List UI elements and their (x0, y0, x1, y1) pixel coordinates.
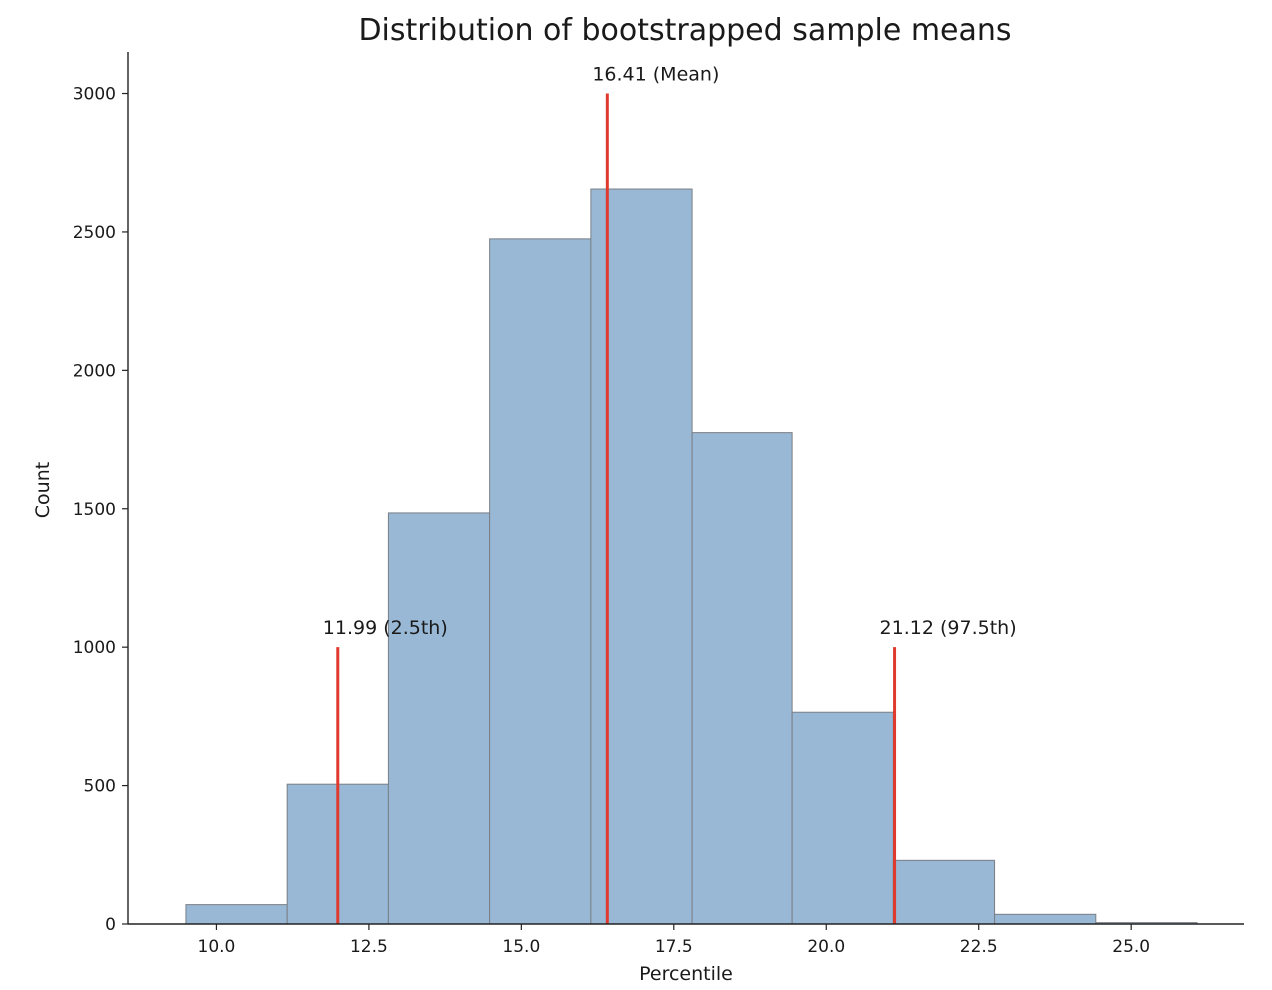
y-tick-label-6: 3000 (73, 85, 116, 105)
histogram-bar-5 (691, 432, 793, 925)
y-tick-label-5: 2500 (73, 223, 116, 243)
x-tick-label-2: 15.0 (502, 937, 540, 957)
x-tick-label-6: 25.0 (1112, 937, 1150, 957)
mean-label: 16.41 (Mean) (592, 64, 719, 86)
percentile-97-5-label: 21.12 (97.5th) (880, 617, 1017, 639)
histogram-bar-3 (489, 238, 592, 925)
y-tick-label-1: 500 (84, 777, 116, 797)
y-axis-label: Count (32, 462, 54, 518)
x-tick-label-3: 17.5 (655, 937, 693, 957)
chart-title: Distribution of bootstrapped sample mean… (358, 13, 1011, 48)
x-tick-label-4: 20.0 (807, 937, 845, 957)
y-tick-label-0: 0 (105, 915, 116, 935)
histogram-bar-7 (892, 859, 996, 925)
y-tick-label-4: 2000 (73, 361, 116, 381)
y-tick-label-2: 1000 (73, 638, 116, 658)
annotations-layer: 11.99 (2.5th) 16.41 (Mean) 21.12 (97.5th) (323, 64, 1017, 640)
histogram-bar-8 (994, 913, 1097, 925)
x-tick-label-5: 22.5 (960, 937, 998, 957)
histogram-bar-2 (387, 512, 491, 925)
x-axis-label: Percentile (639, 963, 733, 985)
percentile-2-5-label: 11.99 (2.5th) (323, 617, 448, 639)
y-tick-label-3: 1500 (73, 500, 116, 520)
x-tick-label-0: 10.0 (198, 937, 236, 957)
x-tick-label-1: 12.5 (350, 937, 388, 957)
histogram-bar-6 (791, 711, 894, 925)
y-ticks-layer: 0 500 1000 1500 2000 2500 3000 (73, 85, 128, 935)
histogram-bar-0 (185, 904, 288, 925)
vlines-layer (336, 93, 897, 924)
x-ticks-layer: 10.0 12.5 15.0 17.5 20.0 22.5 25.0 (198, 924, 1150, 957)
